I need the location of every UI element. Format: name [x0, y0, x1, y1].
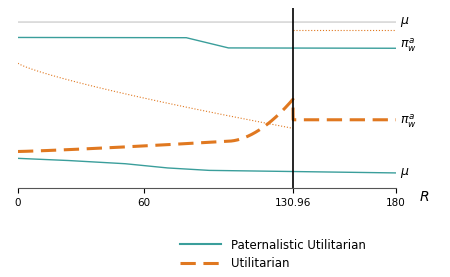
- Text: $\mu$: $\mu$: [400, 166, 410, 180]
- Legend: Paternalistic Utilitarian, Utilitarian: Paternalistic Utilitarian, Utilitarian: [175, 234, 370, 275]
- Text: $\pi_w^a$: $\pi_w^a$: [400, 37, 417, 54]
- Text: $\mu$: $\mu$: [400, 15, 410, 29]
- Text: $\pi_w^a$: $\pi_w^a$: [400, 112, 417, 130]
- Text: $R$: $R$: [418, 190, 429, 204]
